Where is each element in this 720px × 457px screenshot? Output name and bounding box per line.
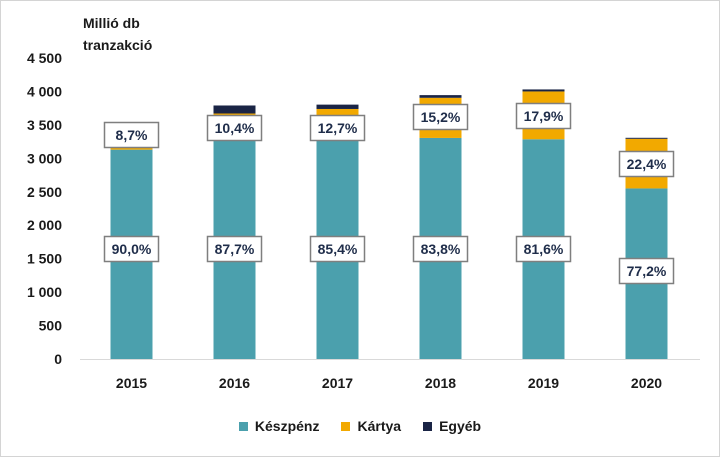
data-label: 87,7% xyxy=(215,241,255,257)
x-tick-label: 2020 xyxy=(631,375,662,391)
data-label: 90,0% xyxy=(112,241,152,257)
data-label: 22,4% xyxy=(627,156,667,172)
y-tick-label: 4 000 xyxy=(27,83,62,99)
data-label: 81,6% xyxy=(524,241,564,257)
y-tick-label: 1 500 xyxy=(27,251,62,267)
y-tick-label: 0 xyxy=(54,351,62,367)
y-tick-label: 1 000 xyxy=(27,284,62,300)
x-tick-label: 2015 xyxy=(116,375,147,391)
data-label: 17,9% xyxy=(524,108,564,124)
legend-item-egyeb: Egyéb xyxy=(423,418,481,434)
legend-label: Kártya xyxy=(357,418,402,434)
data-label-box xyxy=(412,103,469,131)
bar-segment-egyeb xyxy=(419,95,462,98)
x-tick-label: 2019 xyxy=(528,375,559,391)
legend-item-keszpenz: Készpénz xyxy=(238,418,320,434)
data-label-box xyxy=(309,114,366,142)
y-tick-label: 500 xyxy=(39,318,63,334)
x-tick-label: 2016 xyxy=(219,375,250,391)
data-label: 83,8% xyxy=(421,241,461,257)
legend-swatch xyxy=(423,421,433,431)
data-label-box xyxy=(412,235,469,263)
legend-swatch xyxy=(341,421,351,431)
y-tick-label: 2 000 xyxy=(27,217,62,233)
y-tick-label: 3 500 xyxy=(27,117,62,133)
data-label-box xyxy=(309,235,366,263)
legend-label: Egyéb xyxy=(439,418,482,434)
data-label-box xyxy=(618,257,675,285)
data-label-box xyxy=(515,102,572,130)
data-label-box xyxy=(103,235,160,263)
bar-segment-kartya xyxy=(110,146,153,150)
data-label-box xyxy=(103,121,160,149)
data-label: 8,7% xyxy=(116,127,148,143)
x-tick-label: 2017 xyxy=(322,375,353,391)
bar-segment-egyeb xyxy=(522,89,565,92)
data-label-box xyxy=(206,235,263,263)
data-label: 12,7% xyxy=(318,120,358,136)
data-label-box xyxy=(206,114,263,142)
y-tick-label: 4 500 xyxy=(27,50,62,66)
bar-segment-egyeb xyxy=(213,105,256,114)
y-axis-title: Millió db tranzakció xyxy=(83,15,153,53)
data-label-box xyxy=(618,150,675,178)
y-tick-label: 3 000 xyxy=(27,150,62,166)
data-label: 10,4% xyxy=(215,120,255,136)
legend-swatch xyxy=(238,421,248,431)
data-label: 15,2% xyxy=(421,109,461,125)
data-label-box xyxy=(515,235,572,263)
bar-segment-egyeb xyxy=(625,137,668,139)
legend-label: Készpénz xyxy=(254,418,320,434)
data-label: 85,4% xyxy=(318,241,358,257)
bar-segment-egyeb xyxy=(316,104,359,109)
legend-item-kartya: Kártya xyxy=(341,418,401,434)
y-tick-label: 2 500 xyxy=(27,184,62,200)
data-label: 77,2% xyxy=(627,263,667,279)
x-tick-label: 2018 xyxy=(425,375,456,391)
legend: Készpénz Kártya Egyéb xyxy=(0,418,720,434)
